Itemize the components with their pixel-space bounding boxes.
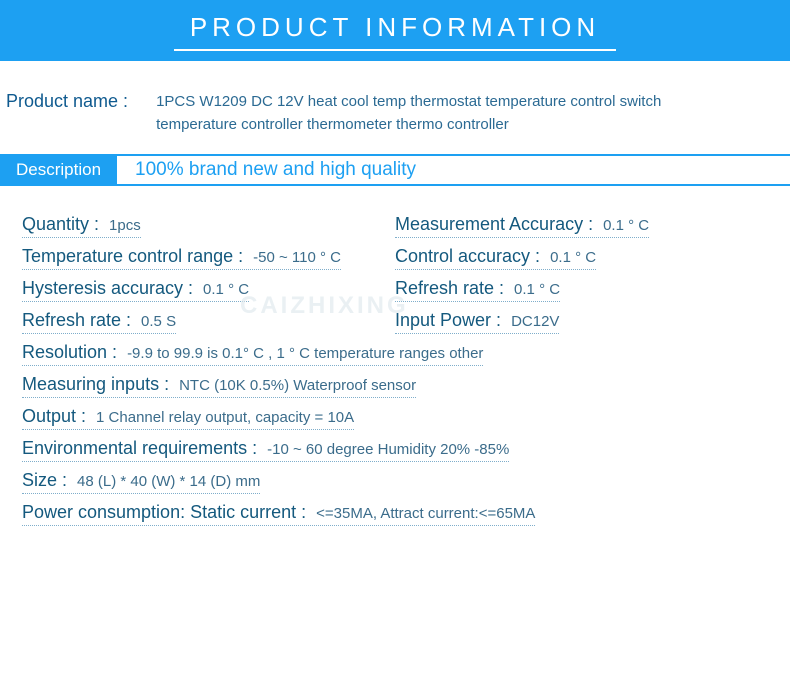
- spec-value: DC12V: [511, 313, 559, 330]
- spec-temp-range: Temperature control range : -50 ~ 110 ° C: [22, 246, 341, 270]
- spec-label: Environmental requirements :: [22, 438, 257, 458]
- spec-value: 0.1 ° C: [550, 249, 596, 266]
- spec-label: Refresh rate :: [395, 278, 504, 298]
- spec-refresh-rate-s: Refresh rate : 0.5 S: [22, 310, 176, 334]
- header-title: PRODUCT INFORMATION: [174, 12, 616, 51]
- spec-label: Hysteresis accuracy :: [22, 278, 193, 298]
- specs-block: CAIZHIXING Quantity :1pcs Measurement Ac…: [0, 214, 790, 544]
- spec-label: Size :: [22, 470, 67, 490]
- description-text: 100% brand new and high quality: [135, 159, 416, 181]
- spec-environmental-requirements: Environmental requirements : -10 ~ 60 deg…: [22, 438, 509, 462]
- spec-output: Output : 1 Channel relay output, capacity…: [22, 406, 354, 430]
- spec-value: 0.5 S: [141, 313, 176, 330]
- header-banner: PRODUCT INFORMATION: [0, 0, 790, 61]
- spec-resolution: Resolution : -9.9 to 99.9 is 0.1° C , 1 °…: [22, 342, 483, 366]
- spec-value: <=35MA, Attract current:<=65MA: [316, 505, 535, 522]
- spec-value: -10 ~ 60 degree Humidity 20% -85%: [267, 441, 509, 458]
- spec-input-power: Input Power : DC12V: [395, 310, 559, 334]
- spec-label: Input Power :: [395, 310, 501, 330]
- spec-value: 48 (L) * 40 (W) * 14 (D) mm: [77, 473, 260, 490]
- spec-label: Output :: [22, 406, 86, 426]
- spec-label: Temperature control range :: [22, 246, 243, 266]
- spec-value: 0.1 ° C: [603, 217, 649, 234]
- spec-value: 1 Channel relay output, capacity = 10A: [96, 409, 354, 426]
- spec-label: Resolution :: [22, 342, 117, 362]
- product-name-row: Product name : 1PCS W1209 DC 12V heat co…: [0, 91, 790, 154]
- spec-label: Refresh rate :: [22, 310, 131, 330]
- description-chip: Description: [0, 156, 117, 184]
- spec-value: 1pcs: [109, 217, 141, 234]
- description-bar: Description 100% brand new and high qual…: [0, 154, 790, 186]
- product-name-label: Product name :: [6, 91, 128, 112]
- spec-hysteresis-accuracy: Hysteresis accuracy : 0.1 ° C: [22, 278, 249, 302]
- spec-measuring-inputs: Measuring inputs : NTC (10K 0.5%) Waterpr…: [22, 374, 416, 398]
- spec-quantity: Quantity : 1pcs: [22, 214, 141, 238]
- spec-value: -50 ~ 110 ° C: [253, 249, 341, 266]
- spec-refresh-rate-c: Refresh rate : 0.1 ° C: [395, 278, 560, 302]
- spec-power-consumption: Power consumption: Static current : <=35M…: [22, 502, 535, 526]
- spec-label: Measuring inputs :: [22, 374, 169, 394]
- spec-label: Control accuracy :: [395, 246, 540, 266]
- spec-measurement-accuracy: Measurement Accuracy : 0.1 ° C: [395, 214, 649, 238]
- spec-label: Measurement Accuracy :: [395, 214, 593, 234]
- spec-size: Size : 48 (L) * 40 (W) * 14 (D) mm: [22, 470, 260, 494]
- spec-value: NTC (10K 0.5%) Waterproof sensor: [179, 377, 416, 394]
- spec-label: Quantity :: [22, 214, 99, 234]
- spec-value: -9.9 to 99.9 is 0.1° C , 1 ° C temperatu…: [127, 345, 483, 362]
- spec-value: 0.1 ° C: [203, 281, 249, 298]
- spec-control-accuracy: Control accuracy : 0.1 ° C: [395, 246, 596, 270]
- product-name-value: 1PCS W1209 DC 12V heat cool temp thermos…: [156, 91, 746, 136]
- spec-label: Power consumption: Static current :: [22, 502, 306, 522]
- spec-value: 0.1 ° C: [514, 281, 560, 298]
